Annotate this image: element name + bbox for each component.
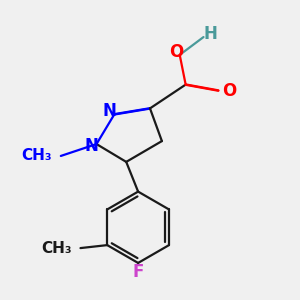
Text: CH₃: CH₃ xyxy=(21,148,52,164)
Text: H: H xyxy=(204,25,218,43)
Text: O: O xyxy=(222,82,236,100)
Text: N: N xyxy=(84,136,98,154)
Text: N: N xyxy=(103,102,117,120)
Text: CH₃: CH₃ xyxy=(41,241,72,256)
Text: F: F xyxy=(132,263,144,281)
Text: O: O xyxy=(169,43,184,61)
